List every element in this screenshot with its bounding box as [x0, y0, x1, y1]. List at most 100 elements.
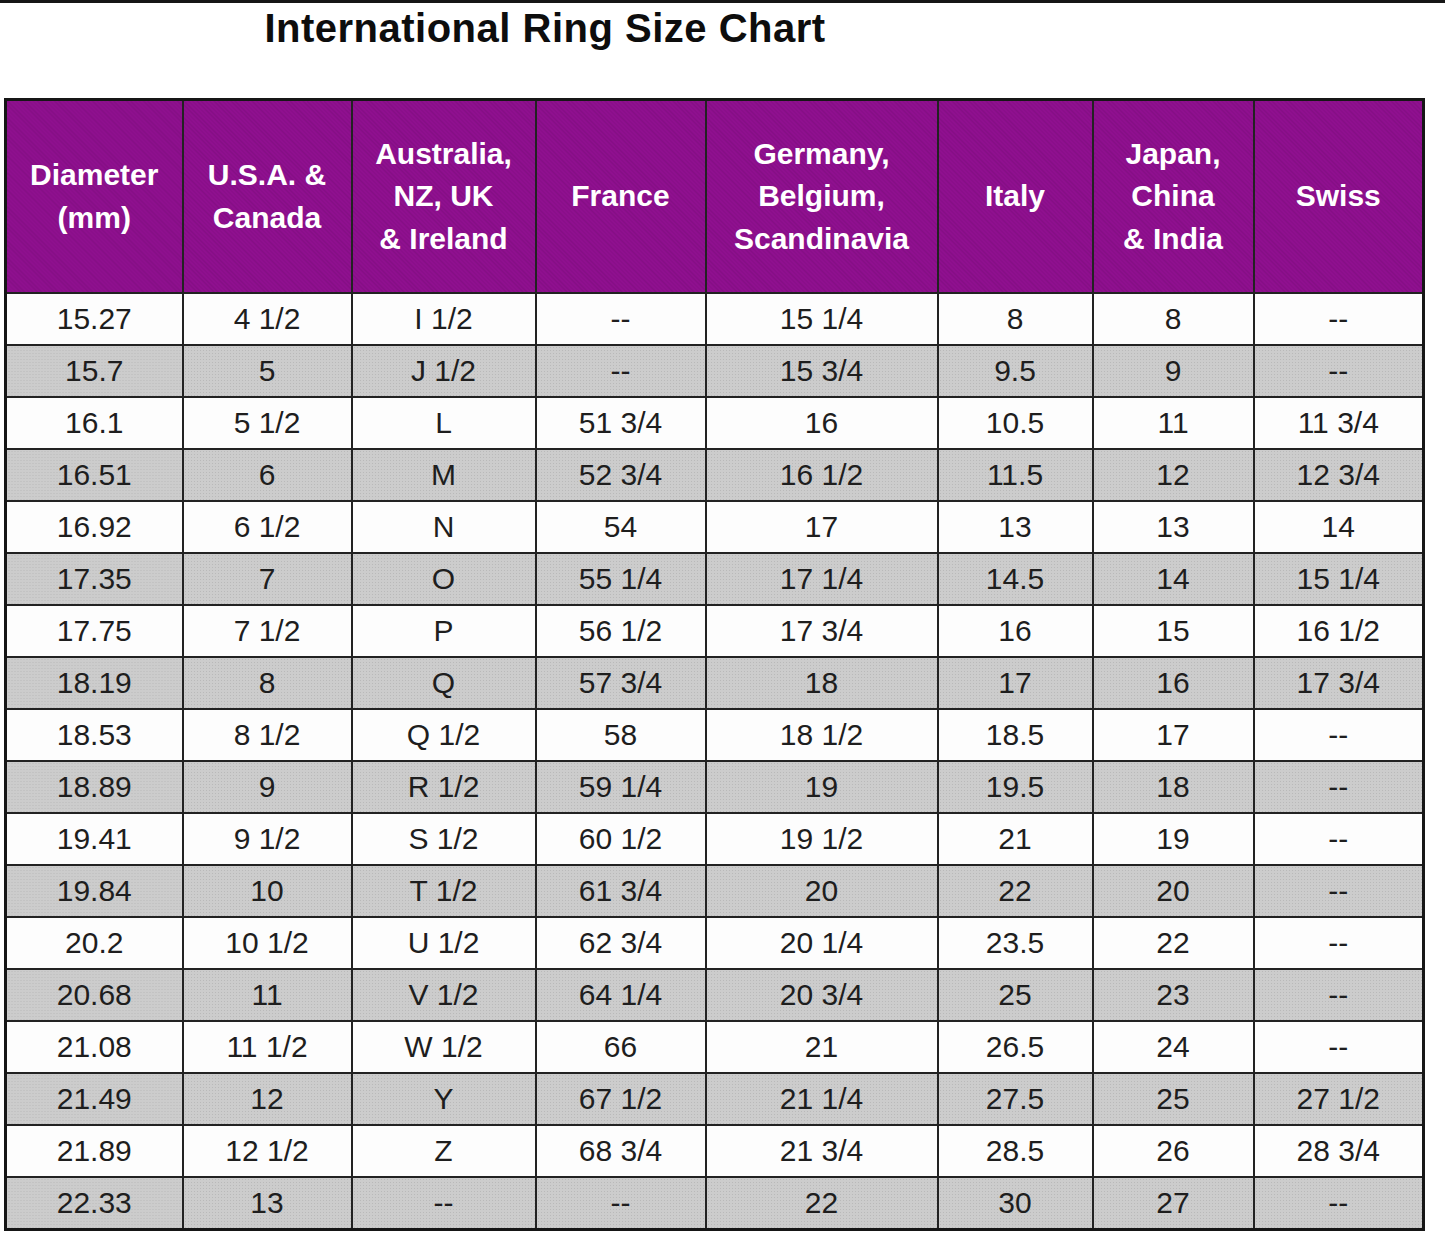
cell: 16.1: [6, 397, 183, 449]
column-header: Australia, NZ, UK & Ireland: [352, 100, 536, 294]
table-row: 17.357O55 1/417 1/414.51415 1/4: [6, 553, 1424, 605]
cell: Q 1/2: [352, 709, 536, 761]
cell: --: [1254, 917, 1424, 969]
cell: 12: [183, 1073, 352, 1125]
cell: 12 1/2: [183, 1125, 352, 1177]
cell: 15.27: [6, 293, 183, 345]
cell: 30: [938, 1177, 1093, 1230]
column-header: France: [536, 100, 706, 294]
cell: 17 3/4: [1254, 657, 1424, 709]
table-row: 18.198Q57 3/418171617 3/4: [6, 657, 1424, 709]
cell: 20: [1093, 865, 1254, 917]
cell: 14: [1254, 501, 1424, 553]
column-header: Japan, China & India: [1093, 100, 1254, 294]
cell: Z: [352, 1125, 536, 1177]
cell: 21: [706, 1021, 938, 1073]
cell: 16 1/2: [706, 449, 938, 501]
cell: 9: [1093, 345, 1254, 397]
cell: R 1/2: [352, 761, 536, 813]
cell: M: [352, 449, 536, 501]
cell: 16.92: [6, 501, 183, 553]
cell: 64 1/4: [536, 969, 706, 1021]
cell: 11 1/2: [183, 1021, 352, 1073]
cell: 24: [1093, 1021, 1254, 1073]
ring-size-chart-page: International Ring Size Chart Diameter (…: [0, 0, 1445, 1243]
cell: 67 1/2: [536, 1073, 706, 1125]
cell: 20: [706, 865, 938, 917]
cell: 9.5: [938, 345, 1093, 397]
cell: 4 1/2: [183, 293, 352, 345]
table-header: Diameter (mm)U.S.A. & CanadaAustralia, N…: [6, 100, 1424, 294]
cell: --: [1254, 345, 1424, 397]
cell: P: [352, 605, 536, 657]
cell: 6 1/2: [183, 501, 352, 553]
cell: 23: [1093, 969, 1254, 1021]
cell: T 1/2: [352, 865, 536, 917]
cell: 21.08: [6, 1021, 183, 1073]
cell: Y: [352, 1073, 536, 1125]
cell: 5: [183, 345, 352, 397]
cell: 12 3/4: [1254, 449, 1424, 501]
cell: 51 3/4: [536, 397, 706, 449]
cell: --: [1254, 1177, 1424, 1230]
cell: --: [1254, 293, 1424, 345]
cell: 16: [1093, 657, 1254, 709]
table-row: 21.0811 1/2W 1/2662126.524--: [6, 1021, 1424, 1073]
cell: 19.84: [6, 865, 183, 917]
cell: 20.2: [6, 917, 183, 969]
column-header: U.S.A. & Canada: [183, 100, 352, 294]
cell: 56 1/2: [536, 605, 706, 657]
cell: 19: [1093, 813, 1254, 865]
page-title: International Ring Size Chart: [0, 6, 1090, 51]
ring-size-table: Diameter (mm)U.S.A. & CanadaAustralia, N…: [4, 98, 1425, 1231]
cell: 22: [1093, 917, 1254, 969]
column-header: Italy: [938, 100, 1093, 294]
cell: 59 1/4: [536, 761, 706, 813]
cell: 13: [1093, 501, 1254, 553]
cell: O: [352, 553, 536, 605]
cell: 9 1/2: [183, 813, 352, 865]
cell: 17.75: [6, 605, 183, 657]
table-row: 15.274 1/2I 1/2--15 1/488--: [6, 293, 1424, 345]
cell: 57 3/4: [536, 657, 706, 709]
cell: 11 3/4: [1254, 397, 1424, 449]
cell: 62 3/4: [536, 917, 706, 969]
cell: Q: [352, 657, 536, 709]
cell: 22: [938, 865, 1093, 917]
cell: 10 1/2: [183, 917, 352, 969]
cell: 19 1/2: [706, 813, 938, 865]
table-row: 19.8410T 1/261 3/4202220--: [6, 865, 1424, 917]
cell: 17 3/4: [706, 605, 938, 657]
cell: W 1/2: [352, 1021, 536, 1073]
cell: V 1/2: [352, 969, 536, 1021]
cell: 19: [706, 761, 938, 813]
cell: 28.5: [938, 1125, 1093, 1177]
cell: --: [352, 1177, 536, 1230]
cell: 11: [1093, 397, 1254, 449]
cell: --: [1254, 865, 1424, 917]
cell: J 1/2: [352, 345, 536, 397]
cell: L: [352, 397, 536, 449]
table-row: 15.75J 1/2--15 3/49.59--: [6, 345, 1424, 397]
cell: 8 1/2: [183, 709, 352, 761]
cell: --: [1254, 761, 1424, 813]
cell: 7: [183, 553, 352, 605]
cell: 61 3/4: [536, 865, 706, 917]
cell: 8: [183, 657, 352, 709]
cell: 66: [536, 1021, 706, 1073]
column-header: Swiss: [1254, 100, 1424, 294]
table-row: 22.3313----223027--: [6, 1177, 1424, 1230]
cell: 13: [183, 1177, 352, 1230]
cell: 21.89: [6, 1125, 183, 1177]
cell: 21: [938, 813, 1093, 865]
cell: 27: [1093, 1177, 1254, 1230]
cell: 54: [536, 501, 706, 553]
cell: 14.5: [938, 553, 1093, 605]
table-row: 20.210 1/2U 1/262 3/420 1/423.522--: [6, 917, 1424, 969]
cell: 18: [1093, 761, 1254, 813]
cell: 16: [706, 397, 938, 449]
cell: 17 1/4: [706, 553, 938, 605]
cell: 58: [536, 709, 706, 761]
cell: --: [536, 345, 706, 397]
cell: --: [1254, 709, 1424, 761]
